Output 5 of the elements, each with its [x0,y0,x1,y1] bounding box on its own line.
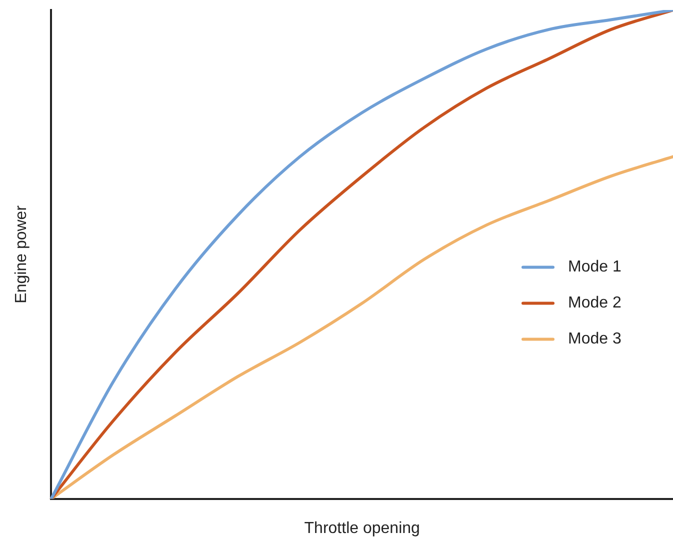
legend-label: Mode 1 [568,258,622,276]
legend-label: Mode 2 [568,294,622,312]
y-axis-title: Engine power [13,204,30,304]
x-axis-title: Throttle opening [304,520,420,537]
legend-label: Mode 3 [568,330,622,348]
